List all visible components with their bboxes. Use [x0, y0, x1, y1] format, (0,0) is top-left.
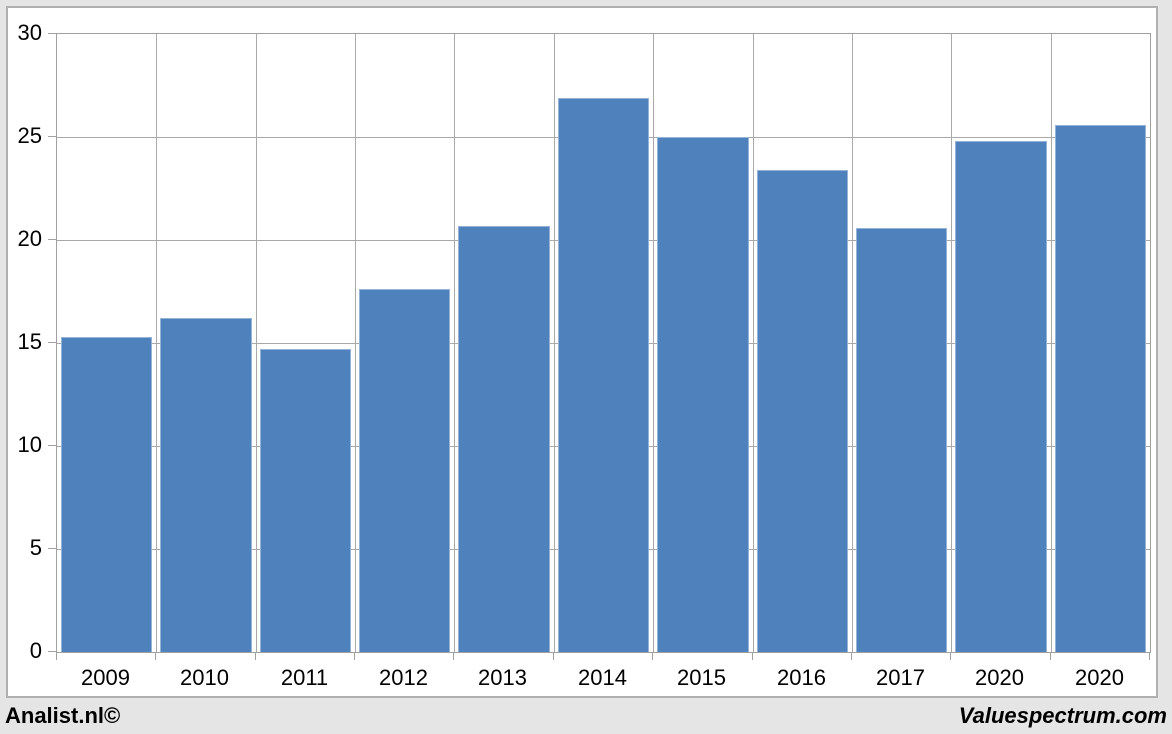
x-axis-tick	[56, 652, 57, 660]
y-axis-tick	[48, 548, 56, 549]
v-gridline	[1050, 34, 1052, 652]
y-axis-tick	[48, 33, 56, 34]
x-axis-tick	[453, 652, 454, 660]
v-gridline	[851, 34, 853, 652]
plot-area	[56, 33, 1151, 653]
bar	[60, 336, 153, 652]
x-axis-tick	[255, 652, 256, 660]
y-axis-tick	[48, 445, 56, 446]
v-gridline	[454, 34, 456, 652]
x-axis-label: 2013	[478, 665, 527, 690]
bar	[1054, 124, 1147, 652]
y-axis-tick	[48, 651, 56, 652]
y-axis-label: 10	[17, 432, 42, 457]
y-axis-tick	[48, 342, 56, 343]
bar	[756, 169, 848, 652]
x-axis-label: 2011	[280, 665, 329, 690]
x-axis-label: 2016	[777, 665, 826, 690]
y-axis-label: 25	[17, 123, 42, 148]
x-axis-label: 2009	[81, 665, 130, 690]
x-axis-label: 2014	[578, 665, 627, 690]
chart-canvas: 0 5 10 15 20 25 30 2009 2010 2011 2012 2013 2014 2015…	[6, 6, 1158, 698]
y-axis-tick	[48, 136, 56, 137]
x-axis-tick	[752, 652, 753, 660]
y-axis-label: 0	[29, 638, 42, 663]
x-axis-label: 2020	[1075, 665, 1124, 690]
v-gridline	[156, 34, 158, 652]
x-axis-tick	[1149, 652, 1150, 660]
bar	[259, 349, 352, 652]
x-axis-tick	[851, 652, 852, 660]
y-axis-label: 20	[17, 226, 42, 251]
v-gridline	[553, 34, 555, 652]
v-gridline	[653, 34, 655, 652]
x-axis-tick	[155, 652, 156, 660]
x-axis-label: 2015	[677, 665, 726, 690]
bar	[557, 97, 650, 652]
valuespectrum-credit: Valuespectrum.com	[958, 703, 1167, 728]
v-gridline	[355, 34, 357, 652]
bar	[855, 227, 948, 652]
v-gridline	[752, 34, 754, 652]
bar	[458, 225, 550, 652]
y-axis-label: 15	[17, 329, 42, 354]
x-axis-tick	[354, 652, 355, 660]
bar	[955, 141, 1047, 652]
v-gridline	[951, 34, 953, 652]
x-axis-tick	[652, 652, 653, 660]
footer-bar: Analist.nl© Valuespectrum.com	[0, 698, 1172, 734]
x-axis-label: 2017	[876, 665, 925, 690]
x-axis-tick	[1050, 652, 1051, 660]
x-axis-label: 2012	[379, 665, 428, 690]
x-axis-label: 2010	[180, 665, 229, 690]
bar	[160, 318, 252, 652]
bar	[657, 137, 749, 652]
v-gridline	[255, 34, 257, 652]
y-axis-label: 30	[17, 20, 42, 45]
bar	[359, 289, 451, 652]
analist-credit: Analist.nl©	[5, 703, 121, 728]
x-axis-label: 2020	[975, 665, 1024, 690]
y-axis-tick	[48, 239, 56, 240]
y-axis-label: 5	[29, 535, 42, 560]
x-axis-tick	[553, 652, 554, 660]
x-axis-tick	[950, 652, 951, 660]
